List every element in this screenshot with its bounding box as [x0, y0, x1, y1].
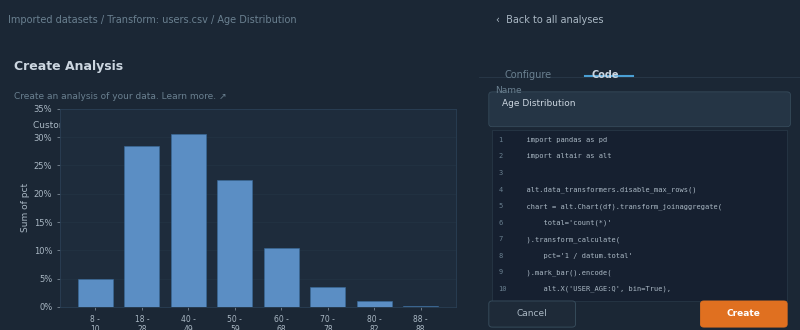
Text: ).mark_bar().encode(: ).mark_bar().encode(: [518, 269, 611, 276]
Text: Cancel: Cancel: [517, 309, 547, 318]
FancyBboxPatch shape: [489, 301, 575, 327]
Y-axis label: Sum of pct: Sum of pct: [21, 183, 30, 232]
FancyBboxPatch shape: [489, 92, 790, 127]
Text: Create an analysis of your data. Learn more. ↗: Create an analysis of your data. Learn m…: [14, 92, 226, 101]
Text: 7: 7: [498, 236, 502, 242]
Text: Age Distribution: Age Distribution: [502, 99, 575, 108]
Text: alt.data_transformers.disable_max_rows(): alt.data_transformers.disable_max_rows(): [518, 186, 696, 193]
Text: ).transform_calculate(: ).transform_calculate(: [518, 236, 620, 243]
Bar: [125, 146, 159, 307]
Bar: [357, 301, 391, 307]
Bar: [264, 248, 298, 307]
Text: 2: 2: [498, 153, 502, 159]
Text: Custom Visualization: Age Distribution: Custom Visualization: Age Distribution: [34, 121, 207, 130]
Bar: [171, 134, 206, 307]
Bar: [310, 287, 345, 307]
Text: Create: Create: [727, 309, 761, 318]
FancyBboxPatch shape: [492, 130, 787, 301]
Text: alt.X('USER_AGE:Q', bin=True),: alt.X('USER_AGE:Q', bin=True),: [518, 286, 670, 292]
Text: import altair as alt: import altair as alt: [518, 153, 611, 159]
Text: ‹  Back to all analyses: ‹ Back to all analyses: [496, 15, 603, 25]
Bar: [218, 180, 252, 307]
Text: total='count(*)': total='count(*)': [518, 220, 611, 226]
Text: 10: 10: [498, 286, 507, 292]
Text: 9: 9: [498, 269, 502, 275]
Text: 4: 4: [498, 186, 502, 192]
FancyBboxPatch shape: [701, 301, 787, 327]
Text: 5: 5: [498, 203, 502, 209]
Text: pct='1 / datum.total': pct='1 / datum.total': [518, 253, 633, 259]
Text: Name: Name: [495, 86, 522, 95]
Text: 3: 3: [498, 170, 502, 176]
Text: Imported datasets / Transform: users.csv / Age Distribution: Imported datasets / Transform: users.csv…: [8, 15, 297, 25]
Text: 1: 1: [498, 137, 502, 143]
Text: 8: 8: [498, 253, 502, 259]
Bar: [78, 279, 113, 307]
Text: 6: 6: [498, 220, 502, 226]
Text: chart = alt.Chart(df).transform_joinaggregate(: chart = alt.Chart(df).transform_joinaggr…: [518, 203, 722, 210]
Text: Code: Code: [591, 70, 619, 80]
Bar: [403, 306, 438, 307]
Text: Create Analysis: Create Analysis: [14, 60, 123, 73]
Text: Configure: Configure: [505, 70, 552, 80]
Text: import pandas as pd: import pandas as pd: [518, 137, 607, 143]
